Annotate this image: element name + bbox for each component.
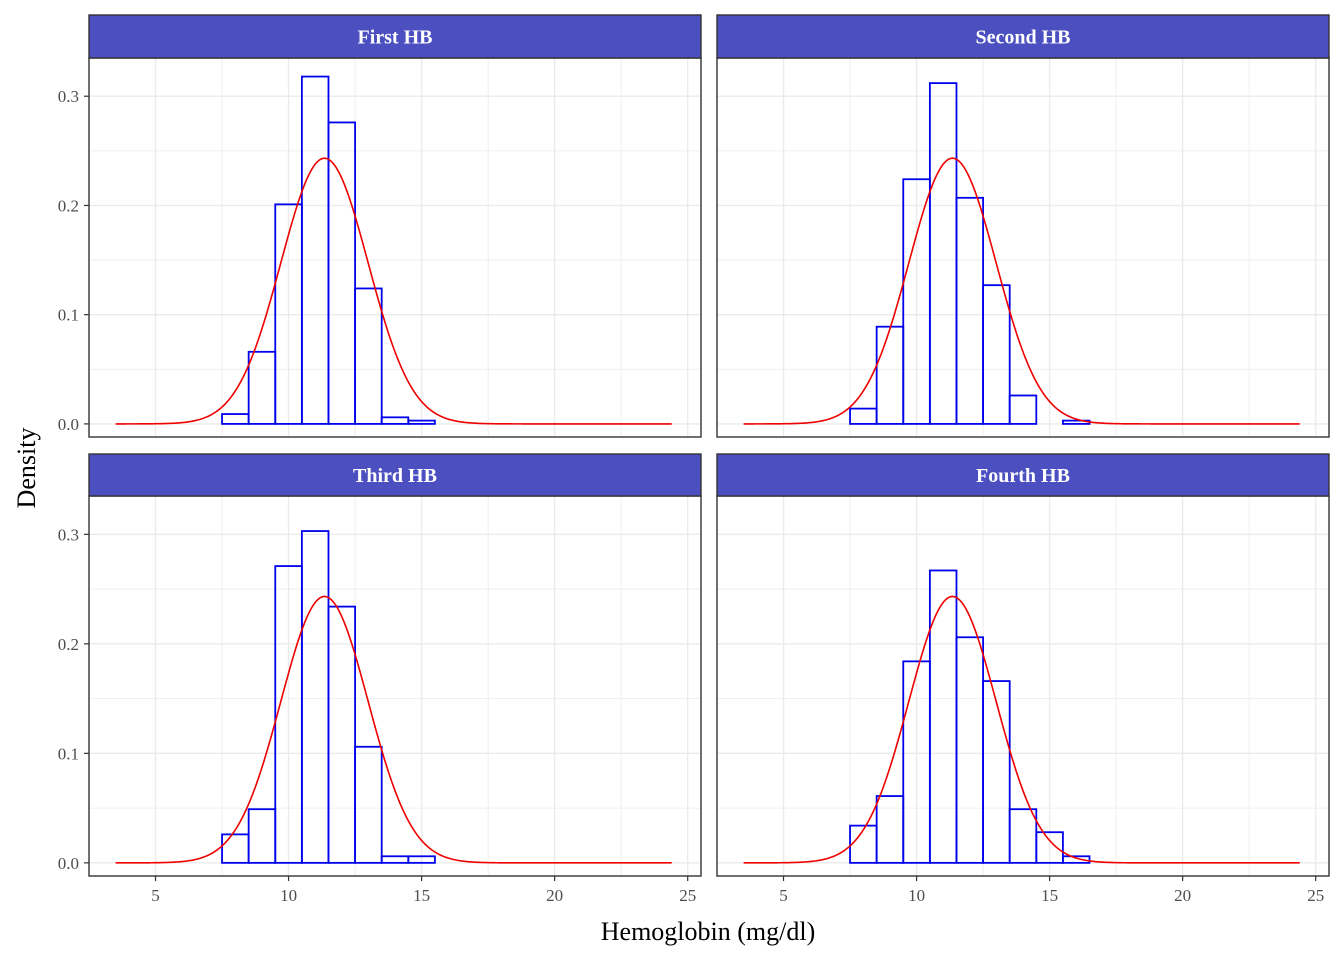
normal-density-curve bbox=[743, 595, 1300, 864]
y-tick-label: 0.1 bbox=[58, 306, 79, 325]
normal-density-curve bbox=[743, 157, 1300, 425]
panel-background bbox=[89, 496, 701, 876]
x-tick-label: 20 bbox=[546, 886, 563, 905]
strip-label: Second HB bbox=[975, 27, 1070, 49]
histogram-bar bbox=[327, 121, 356, 425]
y-tick-label: 0.2 bbox=[58, 635, 79, 654]
normal-density-curve bbox=[115, 157, 672, 425]
x-tick-label: 25 bbox=[1307, 886, 1324, 905]
strip-background bbox=[88, 453, 702, 497]
x-axis-title: Hemoglobin (mg/dl) bbox=[601, 917, 815, 946]
y-axis-title: Density bbox=[12, 428, 41, 509]
panel-background bbox=[717, 58, 1329, 437]
histogram-bar bbox=[327, 605, 356, 864]
panel-4: Fourth HB 5 10 15 20 25 bbox=[716, 453, 1330, 905]
histogram-bar bbox=[1008, 394, 1038, 425]
strip-background bbox=[88, 14, 702, 59]
y-tick-label: 0.0 bbox=[58, 415, 79, 434]
strip-label: Third HB bbox=[353, 465, 437, 487]
y-tick-label: 0.2 bbox=[58, 196, 79, 215]
histogram-bar bbox=[407, 855, 436, 864]
y-tick-label: 0.3 bbox=[58, 87, 79, 106]
strip-background bbox=[716, 453, 1330, 497]
panel-1: First HB 0.0 0.1 0.2 0.3 bbox=[58, 14, 702, 438]
y-tick-label: 0.3 bbox=[58, 525, 79, 544]
x-tick-label: 10 bbox=[908, 886, 925, 905]
y-tick-label: 0.0 bbox=[58, 854, 79, 873]
panel-background bbox=[89, 58, 701, 437]
x-tick-label: 15 bbox=[413, 886, 430, 905]
x-tick-label: 5 bbox=[151, 886, 160, 905]
x-tick-label: 20 bbox=[1174, 886, 1191, 905]
histogram-bar bbox=[982, 284, 1011, 425]
x-tick-label: 10 bbox=[280, 886, 297, 905]
panel-background bbox=[717, 496, 1329, 876]
x-tick-label: 25 bbox=[679, 886, 696, 905]
panel-2: Second HB bbox=[716, 14, 1330, 438]
histogram-bar bbox=[407, 419, 436, 425]
x-tick-label: 15 bbox=[1041, 886, 1058, 905]
x-tick-label: 5 bbox=[779, 886, 788, 905]
strip-label: First HB bbox=[358, 27, 433, 49]
panel-3: Third HB 0.0 0.1 0.2 0.3 5 10 15 20 25 bbox=[58, 453, 702, 905]
histogram-bar bbox=[982, 680, 1011, 864]
histogram-bar bbox=[1062, 855, 1091, 864]
y-tick-label: 0.1 bbox=[58, 744, 79, 763]
histogram-bar bbox=[354, 287, 383, 425]
histogram-bar bbox=[354, 745, 383, 864]
strip-label: Fourth HB bbox=[976, 465, 1070, 487]
strip-background bbox=[716, 14, 1330, 59]
normal-density-curve bbox=[115, 595, 672, 864]
histogram-bar bbox=[1035, 831, 1064, 864]
